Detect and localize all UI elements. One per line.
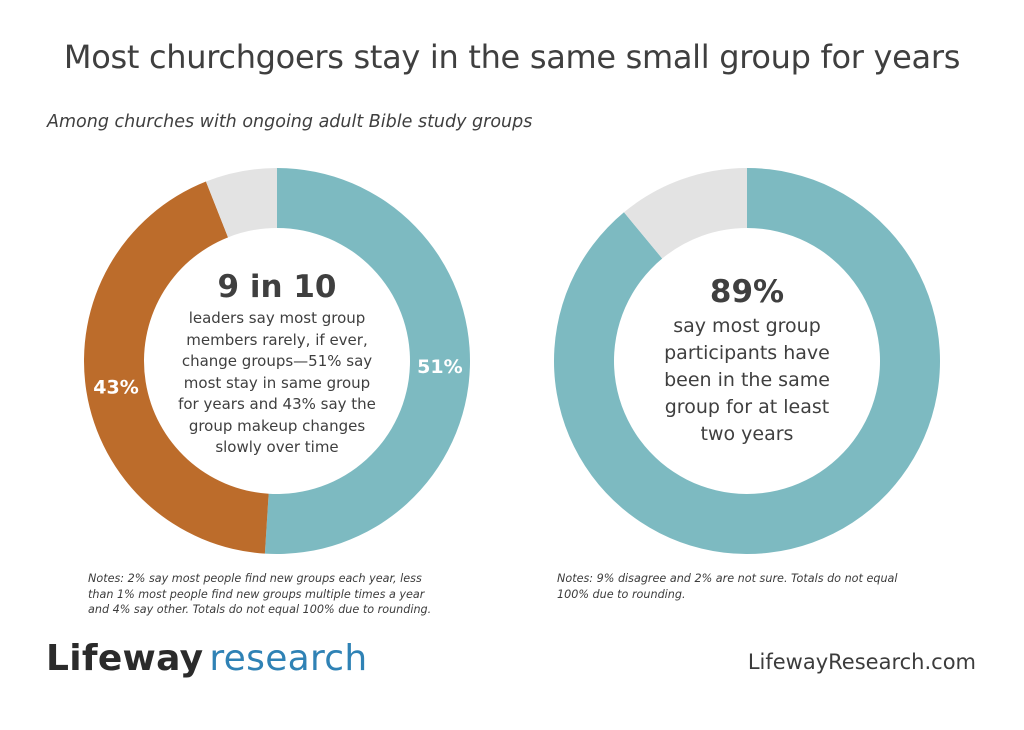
right-center-line: group for at least bbox=[664, 396, 830, 418]
right-center-line: two years bbox=[700, 423, 794, 445]
donut-chart-left: 51% 43% bbox=[84, 168, 470, 554]
slice-label: 51% bbox=[417, 356, 462, 378]
chart-title: Most churchgoers stay in the same small … bbox=[63, 38, 961, 76]
right-center-line: been in the same bbox=[664, 369, 830, 391]
donut-slice bbox=[84, 181, 269, 554]
left-notes: Notes: 2% say most people find new group… bbox=[88, 571, 488, 618]
right-center-line: participants have bbox=[664, 342, 830, 364]
website-url: LifewayResearch.com bbox=[747, 650, 976, 674]
chart-subtitle: Among churches with ongoing adult Bible … bbox=[47, 112, 533, 132]
left-center-line: slowly over time bbox=[215, 438, 339, 456]
logo-wordmark-lifeway: Lifeway bbox=[46, 638, 204, 679]
donut-slice bbox=[264, 168, 470, 554]
left-center-line: most stay in same group bbox=[183, 373, 371, 392]
donut-chart-right bbox=[554, 168, 940, 554]
right-notes: Notes: 9% disagree and 2% are not sure. … bbox=[557, 571, 957, 602]
lifeway-research-logo: Lifeway research bbox=[46, 636, 368, 682]
left-center-line: leaders say most group bbox=[188, 309, 366, 327]
left-center-line: for years and 43% say the bbox=[178, 395, 376, 413]
left-center-line: group makeup changes bbox=[188, 416, 366, 435]
left-center-text: 9 in 10 leaders say most group members r… bbox=[170, 268, 384, 459]
donut-slice bbox=[205, 168, 277, 238]
left-center-big: 9 in 10 bbox=[217, 269, 337, 305]
note-line: 100% due to rounding. bbox=[557, 587, 686, 601]
note-line: than 1% most people find new groups mult… bbox=[88, 587, 425, 601]
donut-slice bbox=[554, 168, 940, 554]
note-line: Notes: 9% disagree and 2% are not sure. … bbox=[557, 572, 898, 585]
right-center-line: say most group bbox=[673, 315, 821, 337]
note-line: and 4% say other. Totals do not equal 10… bbox=[88, 603, 432, 616]
note-line: Notes: 2% say most people find new group… bbox=[88, 572, 422, 585]
logo-wordmark-research: research bbox=[209, 638, 368, 679]
slice-label: 43% bbox=[93, 376, 138, 398]
left-center-line: members rarely, if ever, bbox=[186, 330, 368, 349]
donut-slice bbox=[623, 168, 747, 259]
left-center-line: change groups—51% say bbox=[181, 352, 373, 370]
right-center-text: 89% say most group participants have bee… bbox=[637, 273, 857, 448]
right-center-big: 89% bbox=[709, 274, 785, 310]
